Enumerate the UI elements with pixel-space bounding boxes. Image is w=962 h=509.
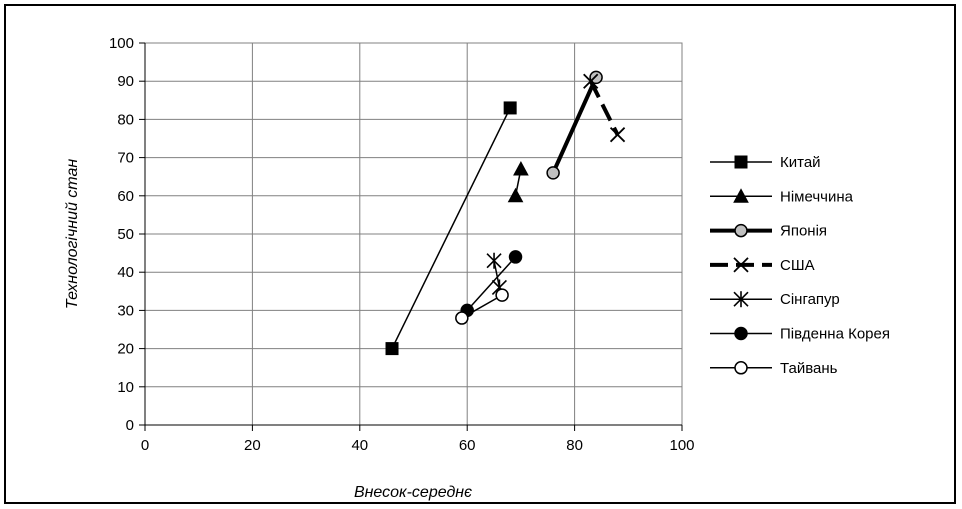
series-group-5 (460, 250, 523, 318)
y-tick-label: 0 (126, 417, 134, 434)
series-group-6 (455, 288, 509, 325)
legend-item-2: Японія (710, 223, 827, 240)
legend-marker-1 (733, 188, 749, 203)
y-tick-label: 80 (117, 111, 134, 128)
y-tick-label: 30 (117, 302, 134, 319)
legend-item-3: США (710, 257, 815, 274)
y-tick-label: 40 (117, 264, 134, 281)
legend-label-5: Південна Корея (780, 326, 890, 343)
legend-label-3: США (780, 257, 815, 274)
y-tick-label: 20 (117, 341, 134, 358)
x-tick-label: 60 (459, 437, 476, 454)
y-tick-label: 70 (117, 150, 134, 167)
x-tick-label: 80 (566, 437, 583, 454)
series-group-2 (546, 70, 603, 180)
series-line-0 (391, 107, 511, 349)
data-point-4-0 (486, 252, 502, 269)
data-point-1-0 (507, 187, 524, 203)
legend-marker-2 (734, 223, 748, 238)
data-point-0-0 (385, 342, 399, 356)
y-tick-label: 50 (117, 226, 134, 243)
grid-layer (144, 42, 683, 426)
legend-label-0: Китай (780, 154, 821, 171)
x-tick-label: 100 (669, 437, 694, 454)
legend-label-6: Тайвань (780, 360, 838, 377)
y-tick-label: 100 (109, 35, 134, 52)
legend-marker-4 (733, 291, 749, 308)
y-axis-title: Технологічний стан (64, 159, 81, 310)
data-point-3-1-stroke (609, 127, 626, 143)
legend-item-6: Тайвань (710, 360, 838, 377)
y-tick-label: 10 (117, 379, 134, 396)
x-axis-title: Внесок-середнє (354, 484, 472, 501)
data-point-2-1 (589, 70, 603, 85)
data-point-5-1 (508, 250, 523, 264)
data-point-6-0 (455, 311, 469, 325)
x-tick-label: 20 (244, 437, 261, 454)
series-line-6 (461, 294, 503, 319)
series-line-2 (551, 76, 598, 174)
series-line-4 (493, 260, 501, 288)
legend-label-4: Сінгапур (780, 291, 840, 308)
series-line-3 (588, 80, 620, 136)
series-line-5 (466, 256, 517, 311)
y-tick-label: 60 (117, 188, 134, 205)
legend-marker-3 (733, 257, 749, 273)
legend-marker-3-stroke (733, 257, 749, 273)
series-layer (385, 70, 626, 356)
series-group-3 (583, 73, 626, 143)
legend-label-2: Японія (780, 223, 827, 240)
data-point-0-1 (503, 101, 517, 115)
data-point-3-0-stroke (583, 73, 599, 89)
legend-layer: Китай Німеччина Японія США Сінгапур Південна … (710, 154, 890, 377)
data-point-2-0 (546, 166, 560, 180)
x-tick-label: 40 (351, 437, 368, 454)
x-tick-label: 0 (141, 437, 149, 454)
legend-marker-0 (734, 155, 748, 169)
chart-frame (4, 4, 956, 504)
data-point-3-1 (609, 127, 626, 143)
legend-label-1: Німеччина (780, 188, 854, 205)
series-group-1 (507, 161, 529, 203)
data-point-3-0 (583, 73, 599, 89)
legend-item-1: Німеччина (710, 188, 854, 205)
legend-marker-6 (734, 361, 748, 375)
axes-layer: 0 10 20 30 40 50 60 70 80 90 100 0 20 40 60 80 100 (109, 35, 695, 454)
data-point-1-1 (513, 161, 529, 176)
y-tick-label: 90 (117, 73, 134, 90)
legend-item-5: Південна Корея (710, 326, 890, 343)
legend-item-0: Китай (710, 154, 821, 171)
legend-item-4: Сінгапур (710, 291, 840, 308)
data-point-6-1 (495, 288, 509, 302)
series-group-0 (385, 101, 517, 356)
legend-marker-5 (734, 326, 748, 341)
